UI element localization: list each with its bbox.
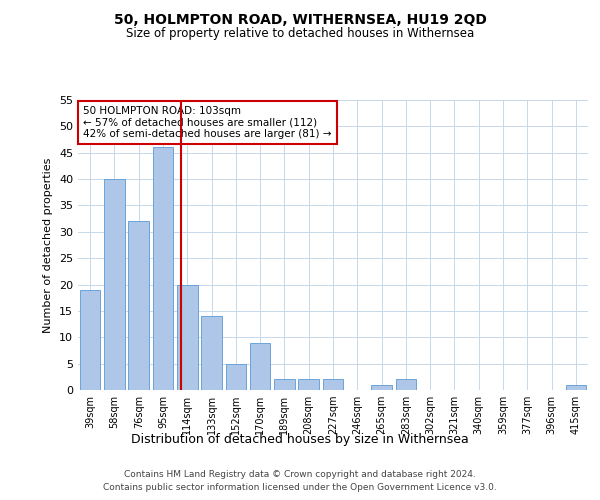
Bar xyxy=(80,290,100,390)
Bar xyxy=(250,342,271,390)
Y-axis label: Number of detached properties: Number of detached properties xyxy=(43,158,53,332)
Bar xyxy=(152,148,173,390)
Bar xyxy=(177,284,197,390)
Bar xyxy=(371,384,392,390)
Bar xyxy=(104,179,125,390)
Text: 50 HOLMPTON ROAD: 103sqm
← 57% of detached houses are smaller (112)
42% of semi-: 50 HOLMPTON ROAD: 103sqm ← 57% of detach… xyxy=(83,106,332,139)
Bar xyxy=(226,364,246,390)
Bar xyxy=(566,384,586,390)
Bar xyxy=(128,222,149,390)
Text: Distribution of detached houses by size in Withernsea: Distribution of detached houses by size … xyxy=(131,432,469,446)
Bar xyxy=(395,380,416,390)
Bar xyxy=(274,380,295,390)
Bar xyxy=(201,316,222,390)
Text: Size of property relative to detached houses in Withernsea: Size of property relative to detached ho… xyxy=(126,28,474,40)
Text: 50, HOLMPTON ROAD, WITHERNSEA, HU19 2QD: 50, HOLMPTON ROAD, WITHERNSEA, HU19 2QD xyxy=(113,12,487,26)
Text: Contains HM Land Registry data © Crown copyright and database right 2024.: Contains HM Land Registry data © Crown c… xyxy=(124,470,476,479)
Bar xyxy=(323,380,343,390)
Text: Contains public sector information licensed under the Open Government Licence v3: Contains public sector information licen… xyxy=(103,482,497,492)
Bar xyxy=(298,380,319,390)
